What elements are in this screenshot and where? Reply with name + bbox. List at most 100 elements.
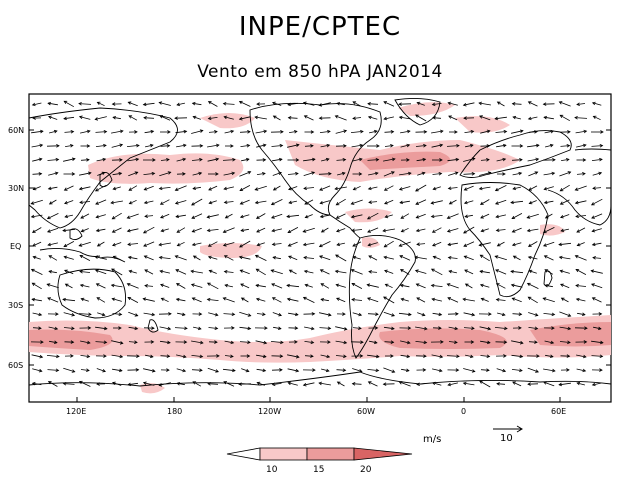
wind-vector [144,185,154,191]
wind-vector [113,116,121,120]
wind-vector-head [95,269,99,273]
wind-vector [239,311,251,317]
wind-vector-head [222,243,227,247]
wind-vector-head [455,312,459,316]
wind-vector-head [48,201,53,205]
wind-vector-head [432,116,436,120]
wind-vector-head [358,369,363,373]
wind-vector [351,229,363,231]
wind-vector-head [431,102,436,107]
wind-vector-head [31,102,36,107]
wind-vector-head [582,368,587,373]
wind-vector-head [382,382,387,386]
wind-vector-head [574,115,578,120]
wind-vector-head [119,341,124,345]
wind-vector-head [128,187,133,191]
wind-vector-head [367,243,372,247]
wind-vector-head [286,297,291,302]
wind-vector [352,117,362,119]
wind-vector [48,116,58,120]
wind-vector [208,185,218,191]
wind-vector-head [366,216,371,220]
wind-vector [303,242,315,246]
wind-vector-head [111,229,116,233]
wind-vector [543,172,555,176]
wind-vector-head [310,144,314,148]
wind-vector [510,270,524,274]
wind-vector-head [510,200,514,205]
wind-vector-head [175,214,180,219]
wind-vector-head [582,354,587,359]
wind-vector [63,116,75,120]
wind-vector-head [142,102,147,107]
wind-vector-head [288,187,292,191]
wind-vector-head [207,255,212,260]
wind-vector-head [551,326,555,330]
wind-vector [465,354,473,358]
wind-vector [447,297,459,303]
wind-vector-head [56,354,60,359]
wind-vector-head [86,340,91,345]
wind-vector [576,144,586,148]
wind-vector-head [64,201,68,205]
wind-vector [431,130,443,134]
wind-vector-head [358,312,363,317]
wind-vector-head [151,368,156,373]
wind-vector [31,199,43,205]
wind-vector-head [47,381,52,385]
wind-vector [304,145,314,147]
wind-vector [496,158,506,162]
wind-vector-head [544,284,549,288]
wind-vector-head [96,243,101,247]
wind-vector [64,200,74,204]
wind-vector-head [270,201,275,206]
wind-vector [159,382,171,386]
wind-vector [319,102,331,106]
wind-vector [160,199,170,205]
wind-vector [305,284,313,288]
wind-vector [447,213,459,219]
wind-vector-head [167,171,172,175]
wind-vector [353,185,361,191]
wind-vector-head [142,297,147,301]
wind-vector [383,326,395,330]
wind-vector-head [486,129,491,134]
wind-vector [351,269,363,275]
wind-vector-head [343,340,348,345]
wind-vector-head [366,283,371,287]
wind-vector [368,172,378,176]
wind-vector-head [447,382,452,387]
wind-vector-head [422,368,427,372]
wind-vector [399,241,411,247]
wind-vector [175,200,187,204]
wind-vector [32,298,42,302]
wind-vector-head [326,143,331,148]
wind-vector-head [293,130,298,134]
wind-vector [32,241,42,247]
wind-vector [95,326,107,330]
lon-label-60w: 60W [357,407,375,416]
wind-vector [159,187,171,189]
wind-vector-head [502,368,507,373]
wind-vector [351,214,363,218]
wind-vector-head [502,143,507,148]
wind-vector-head [582,158,587,162]
wind-vector-head [406,354,411,359]
legend-swatch-above-20 [353,447,413,461]
wind-vector [527,144,539,148]
wind-vector-head [391,369,396,373]
wind-vector [464,269,474,275]
wind-vector-head [503,129,508,134]
wind-vector-head [590,269,595,273]
wind-vector-head [110,283,115,288]
wind-vector-head [375,158,380,162]
wind-vector-head [415,283,420,287]
wind-vector [193,255,201,261]
lat-label-eq: EQ [10,242,21,251]
wind-vector-head [207,243,212,247]
wind-vector [592,257,602,259]
wind-vector-head [336,297,340,301]
wind-vector [159,340,171,344]
wind-vector [32,312,42,316]
wind-vector-head [270,269,275,273]
